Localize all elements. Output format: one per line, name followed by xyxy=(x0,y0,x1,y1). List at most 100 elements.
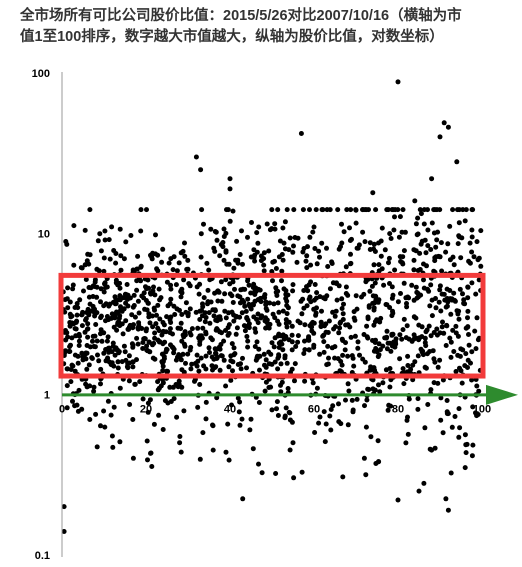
data-point xyxy=(404,301,409,306)
data-point xyxy=(350,409,356,415)
data-point xyxy=(300,207,306,213)
data-point xyxy=(101,408,107,414)
data-point xyxy=(178,326,184,332)
data-point xyxy=(145,277,151,283)
data-point xyxy=(385,340,391,346)
data-point xyxy=(437,287,443,293)
data-point xyxy=(156,412,162,418)
data-point xyxy=(382,247,388,253)
data-point xyxy=(182,329,188,335)
data-point xyxy=(438,417,444,423)
data-point xyxy=(237,422,243,428)
data-point xyxy=(355,339,361,345)
data-point xyxy=(122,349,128,355)
data-point xyxy=(252,289,258,295)
data-point xyxy=(290,249,296,255)
data-point xyxy=(221,226,227,232)
data-point xyxy=(444,286,450,292)
data-point xyxy=(428,333,434,339)
data-point xyxy=(209,354,215,360)
data-point xyxy=(360,356,366,362)
data-point xyxy=(160,363,166,369)
data-point xyxy=(427,349,433,354)
data-point xyxy=(367,288,373,294)
data-point xyxy=(243,308,249,314)
data-point xyxy=(323,321,329,327)
data-point xyxy=(295,339,301,345)
data-point xyxy=(278,361,284,367)
data-point xyxy=(98,286,104,292)
data-point xyxy=(210,307,216,313)
data-point xyxy=(250,446,256,452)
data-point xyxy=(433,296,438,301)
data-point xyxy=(365,386,371,392)
data-point xyxy=(144,207,149,213)
data-point xyxy=(239,416,245,422)
data-point xyxy=(321,332,327,338)
data-point xyxy=(439,324,445,330)
data-point xyxy=(185,351,191,357)
data-point xyxy=(461,300,467,306)
data-point xyxy=(129,341,135,347)
data-point xyxy=(274,406,279,412)
data-point xyxy=(345,322,351,328)
data-point xyxy=(137,379,143,385)
data-point xyxy=(425,227,431,233)
data-point xyxy=(109,311,115,317)
data-point xyxy=(197,341,203,347)
data-point xyxy=(316,248,322,254)
data-point xyxy=(266,325,272,331)
data-point xyxy=(329,261,335,266)
data-point xyxy=(142,306,148,312)
data-point xyxy=(103,347,109,352)
data-point xyxy=(397,332,403,338)
data-point xyxy=(257,287,263,293)
data-point xyxy=(155,387,161,393)
data-point xyxy=(340,311,346,317)
data-point xyxy=(104,338,110,344)
data-point xyxy=(117,226,123,232)
data-point xyxy=(148,450,153,456)
data-point xyxy=(223,230,229,236)
data-point xyxy=(322,296,328,302)
data-point xyxy=(306,347,312,353)
data-point xyxy=(340,338,346,343)
data-point xyxy=(65,334,71,340)
data-point xyxy=(465,324,471,330)
data-point xyxy=(392,214,397,220)
data-point xyxy=(167,384,173,390)
data-point xyxy=(298,131,304,136)
data-point xyxy=(445,507,451,513)
data-point xyxy=(152,356,158,362)
data-point xyxy=(339,306,345,311)
data-point xyxy=(439,268,445,274)
data-point xyxy=(213,364,219,370)
data-point xyxy=(171,350,177,356)
data-point xyxy=(185,257,191,263)
data-point xyxy=(455,241,461,247)
data-point xyxy=(343,264,349,270)
data-point xyxy=(83,350,89,356)
data-point xyxy=(276,309,282,315)
data-point xyxy=(91,384,97,390)
data-point xyxy=(411,314,417,320)
data-point xyxy=(75,408,81,414)
data-point xyxy=(198,231,204,237)
highlight-layer xyxy=(58,272,486,379)
data-point xyxy=(390,331,396,337)
data-point xyxy=(421,277,426,283)
data-point xyxy=(160,368,166,374)
data-point xyxy=(384,346,390,352)
data-point xyxy=(248,254,254,260)
data-point xyxy=(238,366,244,372)
data-point xyxy=(308,262,314,268)
data-point xyxy=(226,364,232,370)
data-point xyxy=(269,207,275,213)
data-point xyxy=(182,240,187,246)
data-point xyxy=(127,360,132,366)
data-point xyxy=(197,308,203,314)
data-point xyxy=(229,402,234,408)
data-point xyxy=(239,310,245,316)
data-point xyxy=(67,323,73,329)
data-point xyxy=(440,430,446,436)
